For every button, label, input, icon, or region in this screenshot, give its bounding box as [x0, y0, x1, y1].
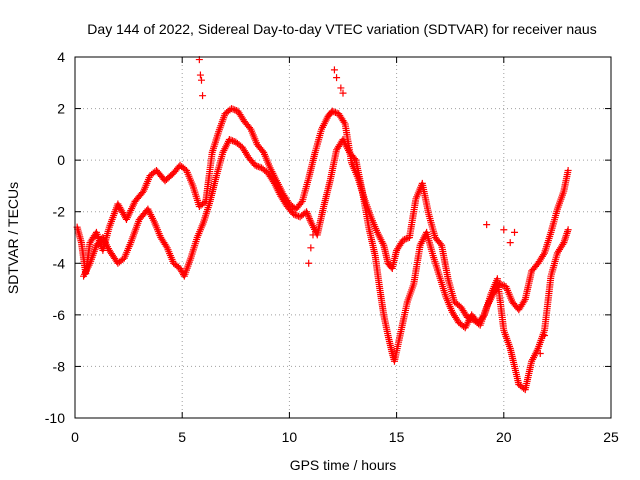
y-tick-label: 4 — [57, 49, 65, 65]
data-point — [402, 235, 410, 243]
data-point — [351, 155, 359, 163]
data-point — [196, 71, 204, 79]
y-tick-label: -2 — [53, 204, 66, 220]
y-tick-label: -10 — [45, 410, 65, 426]
plot-frame — [74, 56, 612, 419]
data-point — [520, 297, 528, 305]
data-point — [330, 66, 338, 74]
data-point — [295, 212, 303, 220]
data-point — [337, 84, 345, 92]
data-point — [541, 331, 549, 339]
series-upper-trace — [73, 105, 572, 329]
x-axis-label: GPS time / hours — [290, 457, 397, 473]
data-point — [251, 161, 259, 169]
series-lower-trace — [80, 136, 572, 394]
data-point — [339, 89, 347, 97]
data-point — [559, 240, 567, 248]
data-point — [536, 350, 544, 358]
data-point — [333, 74, 341, 82]
data-point — [539, 251, 547, 259]
data-point — [340, 118, 348, 126]
data-point — [253, 162, 261, 170]
data-point — [330, 108, 338, 116]
data-point — [254, 163, 262, 171]
data-point — [305, 213, 313, 221]
data-point — [291, 211, 299, 219]
data-point — [304, 211, 312, 219]
series-outliers — [195, 56, 549, 358]
y-axis-label: SDTVAR / TECUs — [5, 182, 21, 294]
data-point — [297, 199, 305, 207]
x-tick-label: 20 — [496, 429, 512, 445]
grid-lines — [75, 57, 611, 418]
data-point — [176, 264, 184, 272]
y-tick-label: -8 — [53, 358, 66, 374]
data-point — [307, 244, 315, 252]
data-point — [511, 228, 519, 236]
data-point — [229, 137, 237, 145]
data-point — [305, 259, 313, 267]
data-point — [401, 235, 409, 243]
data-point — [331, 108, 339, 116]
data-point — [506, 239, 514, 247]
data-point — [197, 76, 205, 84]
axis-ticks — [74, 56, 612, 419]
y-tick-label: -4 — [53, 255, 66, 271]
data-point — [328, 107, 336, 115]
data-point — [228, 105, 236, 113]
x-tick-label: 10 — [282, 429, 298, 445]
data-point — [225, 136, 233, 144]
y-tick-label: -6 — [53, 307, 66, 323]
data-point — [564, 226, 572, 234]
chart-title: Day 144 of 2022, Sidereal Day-to-day VTE… — [87, 21, 596, 37]
data-point — [309, 231, 317, 239]
x-tick-label: 25 — [603, 429, 619, 445]
data-point — [269, 178, 277, 186]
data-point — [231, 106, 239, 114]
data-point — [399, 236, 407, 244]
data-point — [303, 209, 311, 217]
data-points — [73, 56, 572, 394]
data-point — [227, 136, 235, 144]
y-tick-label: 0 — [57, 152, 65, 168]
data-point — [162, 242, 170, 250]
x-tick-label: 0 — [71, 429, 79, 445]
y-tick-label: 2 — [57, 101, 65, 117]
data-point — [306, 216, 314, 224]
x-tick-labels: 0 5 10 15 20 25 — [71, 429, 619, 445]
x-tick-label: 5 — [178, 429, 186, 445]
data-point — [303, 208, 311, 216]
data-point — [229, 105, 237, 113]
x-tick-label: 15 — [389, 429, 405, 445]
data-point — [500, 226, 508, 234]
data-point — [305, 215, 313, 223]
data-point — [199, 92, 207, 100]
data-point — [479, 312, 487, 320]
y-tick-labels: -10 -8 -6 -4 -2 0 2 4 — [45, 49, 65, 426]
data-point — [564, 166, 572, 174]
data-point — [436, 240, 444, 248]
data-point — [290, 210, 298, 218]
data-point — [483, 221, 491, 229]
